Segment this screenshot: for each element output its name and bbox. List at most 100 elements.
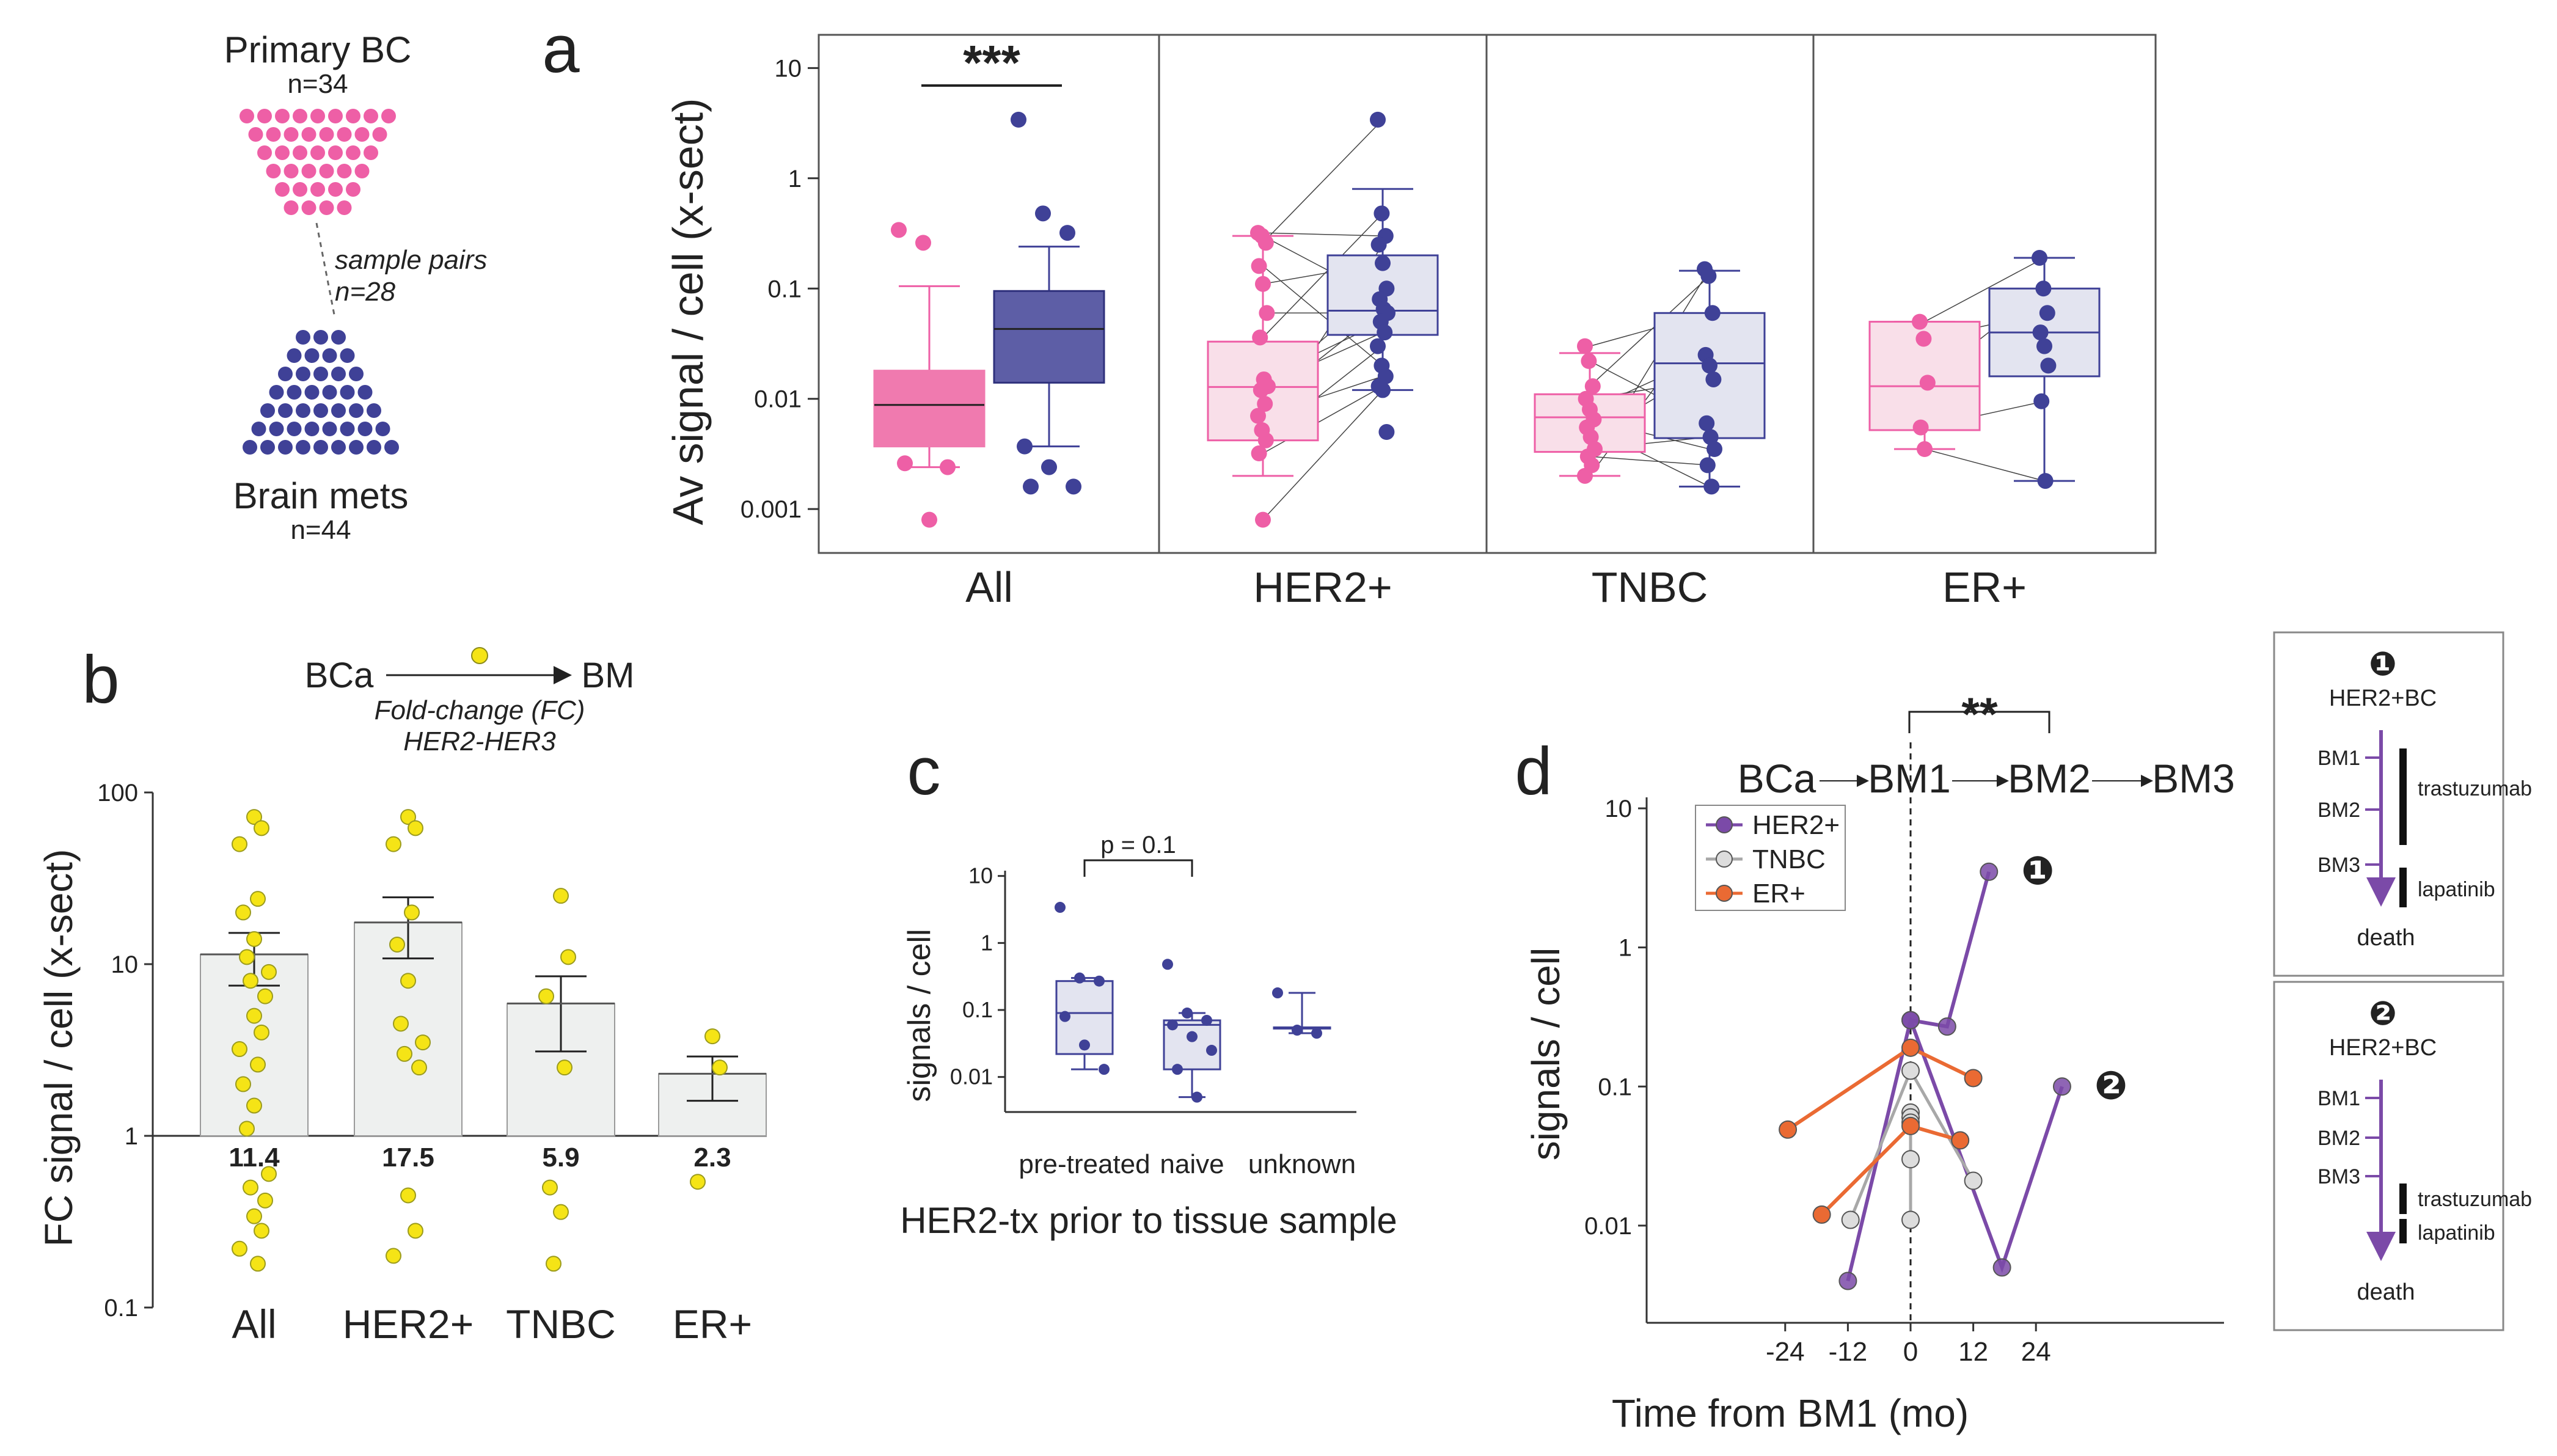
panel-b-point [553, 888, 569, 904]
panel-b-point [397, 1045, 412, 1062]
panel-a-pair-line [1262, 232, 1383, 236]
panel-b-point [408, 820, 423, 836]
panel-b-ylabel: FC signal / cell (x-sect) [37, 849, 81, 1247]
panel-a-point [1251, 445, 1267, 462]
brain-mets-count: n=44 [290, 515, 351, 545]
panel-d-timeline-label: BM2 [2008, 756, 2091, 801]
brain-mets-dot [243, 440, 257, 455]
panel-a-point [1577, 338, 1593, 354]
panel-d-timeline: BCa BM1 BM2 BM3 [1738, 756, 2235, 801]
panel-b-point [232, 836, 247, 852]
panel-d-legend: HER2+ TNBC ER+ [1695, 805, 1846, 911]
brain-mets-label: Brain mets [233, 475, 409, 516]
panel-a-ytick-label: 10 [775, 55, 802, 82]
panel-b-caption-1: Fold-change (FC) [375, 695, 585, 725]
primary-bc-dot [301, 127, 316, 142]
panel-b-point [389, 936, 405, 953]
brain-mets-dot [357, 422, 373, 436]
panel-a-boxes [873, 111, 2101, 528]
panel-a-point [1370, 338, 1386, 354]
panel-a-pair-line [1589, 276, 1710, 387]
panel-c-point [1272, 987, 1283, 999]
panel-c-ytick-label: 0.1 [962, 997, 993, 1022]
primary-bc-dot [293, 182, 307, 197]
brain-mets-dot [322, 348, 337, 363]
panel-a-point [1257, 395, 1273, 412]
panel-c-ylabel: signals / cell [902, 929, 937, 1102]
panel-a-point [897, 455, 913, 472]
panel-a-point [1250, 408, 1266, 424]
treatment-panel-sample-label: BM2 [2317, 1127, 2360, 1150]
brain-mets-dot [251, 422, 266, 436]
brain-mets-dot [367, 440, 381, 455]
panel-a-point [1912, 419, 1929, 436]
primary-bc-dot [364, 145, 378, 160]
panel-c: c signals / cell 10 1 0.1 0.01 pre-treated n… [900, 734, 1397, 1241]
brain-mets-dot [349, 403, 364, 418]
panel-a-point [1370, 236, 1387, 253]
panel-c-ytick-label: 0.01 [950, 1064, 993, 1089]
primary-bc-dot [354, 127, 370, 142]
brain-mets-dot [367, 403, 381, 418]
panel-b-point [246, 1097, 262, 1114]
panel-d-point-tnbc [1901, 1061, 1920, 1080]
panel-d-xtick-label: -24 [1766, 1337, 1805, 1367]
panel-a-point [1255, 276, 1271, 292]
panel-b-point [254, 820, 269, 836]
panel-a-point [891, 222, 907, 238]
panel-b-point [400, 1187, 416, 1204]
treatment-panel-end-label: death [2357, 925, 2415, 951]
primary-bc-dot [337, 127, 352, 142]
primary-bc-dot [319, 127, 334, 142]
panel-b-point [400, 809, 416, 825]
treatment-panel-drug-bar [2399, 868, 2407, 907]
brain-mets-dot [278, 403, 293, 418]
panel-a-point [1702, 429, 1719, 445]
brain-mets-dot [278, 440, 293, 455]
panel-a-group-label: All [965, 563, 1013, 611]
brain-mets-dot [331, 367, 346, 381]
panel-b-ytick-label: 10 [111, 951, 139, 978]
brain-mets-dot [384, 440, 399, 455]
panel-a-point [1917, 441, 1933, 458]
panel-c-category-label: pre-treated [1019, 1149, 1150, 1179]
treatment-panel-drug-label: trastuzumab [2418, 777, 2532, 800]
treatment-panel-box [2273, 631, 2504, 977]
panel-d-point-her2-pos [1838, 1271, 1857, 1290]
treatment-panel-sample-label: BM1 [2317, 1087, 2360, 1110]
treatment-panel-drug-label: trastuzumab [2418, 1188, 2532, 1211]
treatment-panel-drug-label: lapatinib [2418, 1221, 2495, 1245]
panel-d-legend-swatch-dot [1716, 885, 1733, 902]
panel-a-pair-line [1262, 386, 1383, 454]
panel-b-point [232, 1041, 247, 1058]
panel-c-point [1094, 975, 1105, 987]
sample-pairs-label: sample pairs [335, 245, 487, 275]
treatment-panel-drug-label: lapatinib [2418, 878, 2495, 901]
panel-c-point [1311, 1028, 1322, 1039]
primary-bc-dot [266, 164, 281, 178]
panel-d-point-her2-pos [1980, 862, 1999, 881]
panel-a-point [1581, 353, 1597, 369]
panel-d-point-tnbc [1901, 1150, 1920, 1169]
brain-mets-dot [349, 367, 364, 381]
panel-d-xtick-label: 12 [1958, 1337, 1988, 1367]
brain-mets-dot [296, 440, 310, 455]
panel-b-point [250, 1256, 266, 1272]
brain-mets-dot [322, 422, 337, 436]
panel-c-point [1201, 1014, 1212, 1026]
panel-b-caption-2: HER2-HER3 [403, 726, 556, 756]
panel-b-point [243, 973, 258, 989]
panel-d-ytick-label: 0.01 [1584, 1213, 1632, 1240]
panel-d-point-tnbc [1964, 1171, 1983, 1190]
panel-b-value-label: 11.4 [229, 1143, 280, 1172]
panel-b-point [235, 904, 251, 921]
panel-a-point [1035, 205, 1051, 222]
treatment-panel-title: HER2+BC [2329, 686, 2437, 711]
panel-a-point [2037, 473, 2054, 489]
panel-b-point [553, 1204, 569, 1220]
treatment-panel-box [2273, 981, 2504, 1331]
panel-a-point [921, 511, 937, 528]
primary-bc-dot [257, 109, 272, 123]
brain-mets-dot [313, 440, 328, 455]
brain-mets-dot [269, 385, 284, 400]
